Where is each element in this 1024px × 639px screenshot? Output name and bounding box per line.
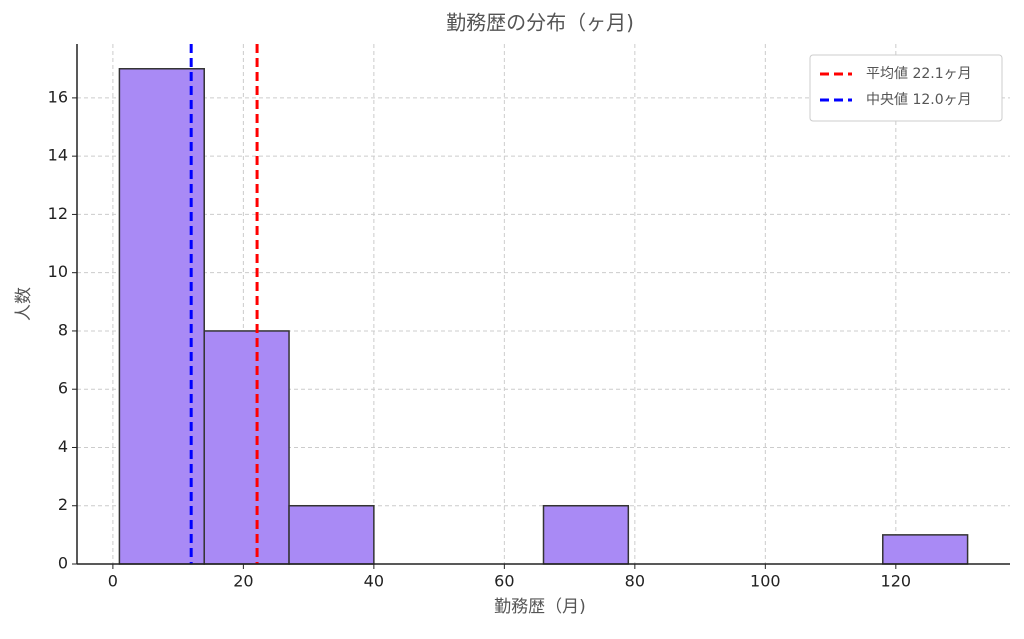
- x-tick-label: 40: [364, 572, 384, 591]
- legend-label: 中央値 12.0ヶ月: [866, 92, 972, 108]
- y-tick-label: 16: [48, 87, 68, 106]
- bar: [542, 504, 630, 565]
- x-tick-label: 80: [625, 572, 645, 591]
- x-tick-label: 20: [233, 572, 253, 591]
- y-tick-label: 2: [58, 495, 68, 514]
- y-tick-label: 12: [48, 204, 68, 223]
- x-tick-label: 60: [494, 572, 514, 591]
- legend-label: 平均値 22.1ヶ月: [866, 66, 972, 82]
- x-tick-label: 0: [108, 572, 118, 591]
- y-axis-label: 人数: [14, 287, 34, 321]
- bar: [882, 534, 969, 565]
- y-tick-label: 0: [58, 554, 68, 573]
- bar: [203, 330, 290, 565]
- legend-box: [809, 54, 1003, 122]
- chart-title: 勤務歴の分布（ヶ月): [446, 11, 634, 35]
- x-tick-label: 100: [750, 572, 781, 591]
- x-tick-label: 120: [881, 572, 912, 591]
- x-axis-label: 勤務歴（月): [494, 597, 586, 617]
- bar: [288, 504, 375, 565]
- y-tick-label: 6: [58, 379, 68, 398]
- y-tick-label: 10: [48, 262, 68, 281]
- y-tick-label: 14: [48, 146, 68, 165]
- y-tick-label: 8: [58, 320, 68, 339]
- y-tick-label: 4: [58, 437, 68, 456]
